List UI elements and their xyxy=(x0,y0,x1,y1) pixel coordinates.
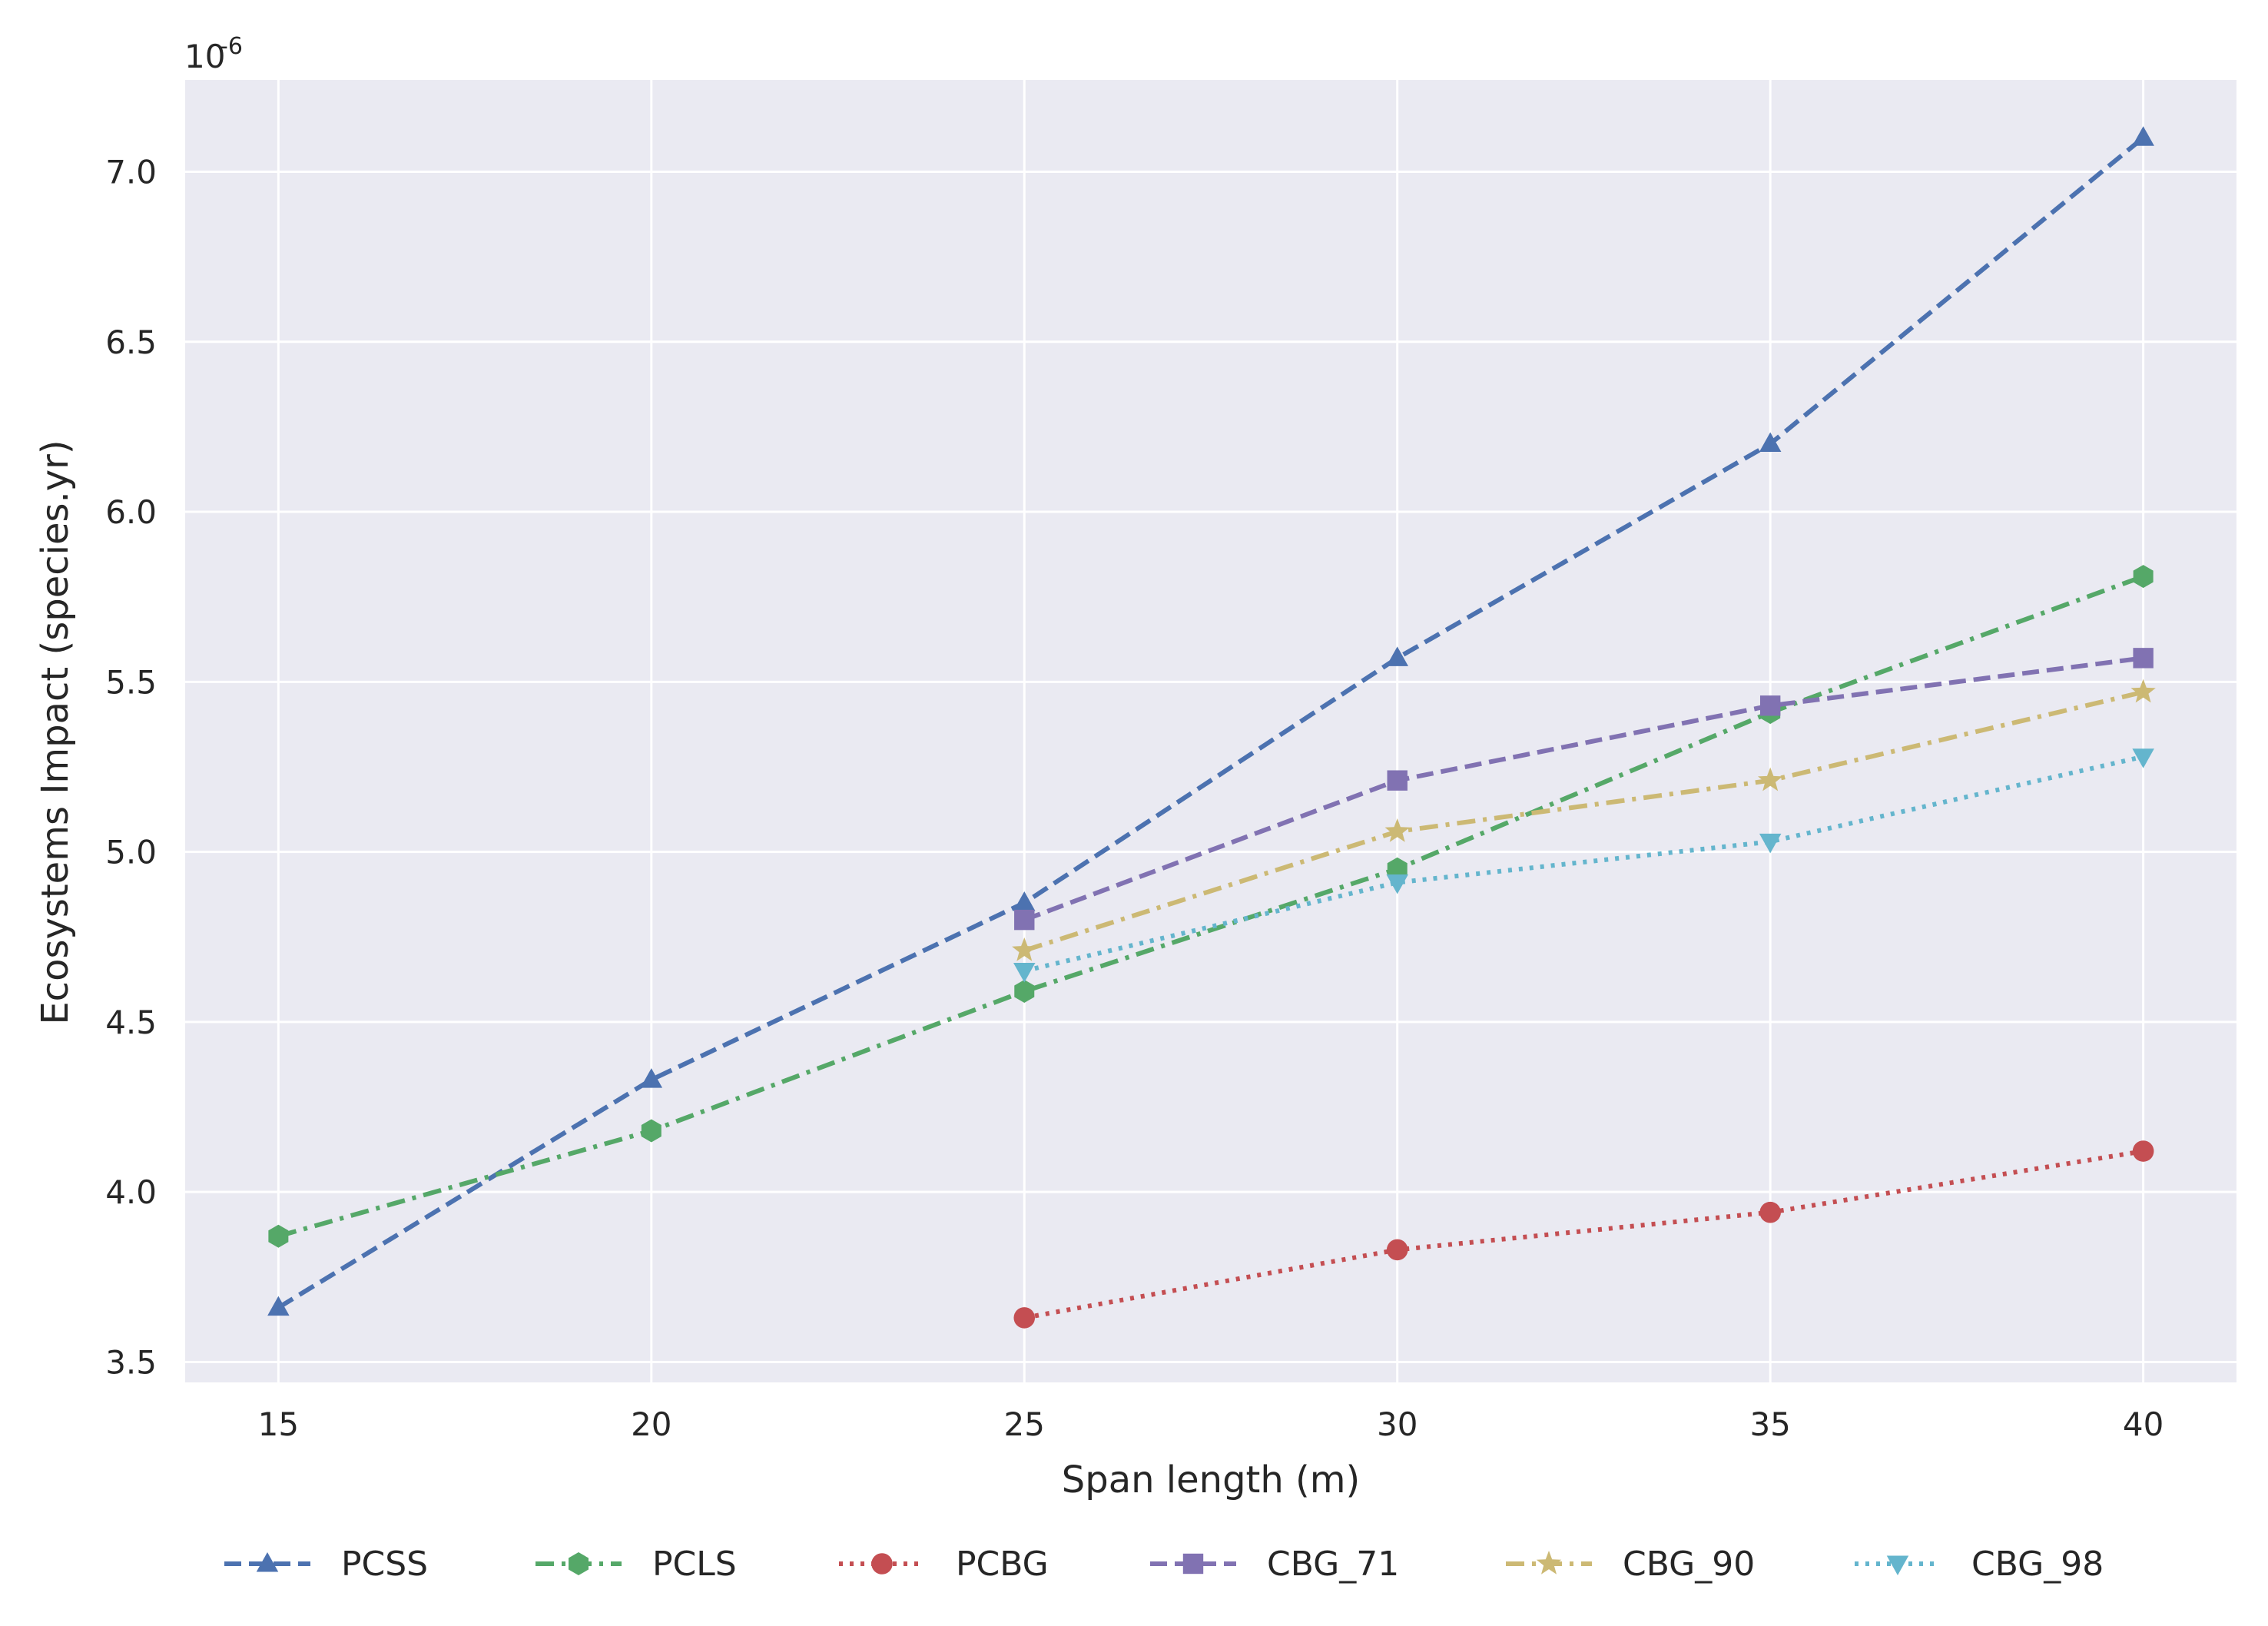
y-tick-label: 6.0 xyxy=(105,493,157,531)
x-tick-label: 35 xyxy=(1749,1405,1790,1443)
x-tick-label: 15 xyxy=(258,1405,299,1443)
data-point-pcls xyxy=(268,1224,289,1248)
data-point-cbg-71 xyxy=(1387,770,1408,791)
legend-item-cbg-71: CBG_71 xyxy=(1150,1545,1399,1584)
legend-item-pcls: PCLS xyxy=(536,1545,737,1584)
legend-item-cbg-90: CBG_90 xyxy=(1506,1545,1755,1584)
y-multiplier-base: 10 xyxy=(184,38,225,75)
data-point-cbg-98 xyxy=(2132,748,2154,768)
legend-label-pcls: PCLS xyxy=(652,1545,737,1584)
data-point-pcls xyxy=(1014,980,1035,1004)
series-line-pcss xyxy=(277,135,2145,1310)
legend: PCSS PCLS PCBG CBG_71 CBG_90 CBG_98 xyxy=(224,1545,2104,1584)
series-line-cbg-90 xyxy=(1023,689,2144,953)
data-point-cbg-98 xyxy=(1013,963,1036,983)
x-axis-label: Span length (m) xyxy=(1062,1458,1361,1502)
legend-item-pcbg: PCBG xyxy=(839,1545,1049,1584)
data-point-cbg-98 xyxy=(1386,874,1408,894)
legend-label-pcbg: PCBG xyxy=(956,1545,1049,1584)
data-point-cbg-90 xyxy=(2130,679,2156,703)
legend-label-cbg-90: CBG_90 xyxy=(1623,1545,1755,1584)
data-point-pcss xyxy=(1759,432,1782,453)
legend-marker-cbg-71 xyxy=(1182,1553,1204,1575)
legend-label-pcss: PCSS xyxy=(341,1545,428,1584)
series-pcbg xyxy=(1013,1140,2154,1329)
data-point-pcss xyxy=(640,1068,663,1088)
data-point-cbg-71 xyxy=(2133,648,2154,669)
y-multiplier-exponent: -6 xyxy=(220,33,243,60)
legend-marker-cbg-98 xyxy=(1886,1555,1909,1575)
legend-label-cbg-71: CBG_71 xyxy=(1267,1545,1399,1584)
x-tick-label: 20 xyxy=(631,1405,671,1443)
data-point-pcss xyxy=(2132,126,2154,146)
legend-marker-pcls xyxy=(569,1552,589,1575)
plot-background xyxy=(185,80,2236,1382)
data-series xyxy=(267,126,2156,1329)
tick-labels: 15 20 25 30 35 40 3.5 4.0 4.5 5.0 5.5 6.0 6.5 7.0 xyxy=(105,153,2164,1443)
legend-marker-cbg-90 xyxy=(1536,1551,1562,1575)
y-axis-label: Ecosystems Impact (species.yr) xyxy=(34,440,77,1024)
x-tick-label: 25 xyxy=(1004,1405,1045,1443)
y-tick-label: 3.5 xyxy=(105,1343,157,1381)
y-tick-label: 6.5 xyxy=(105,324,157,361)
legend-label-cbg-98: CBG_98 xyxy=(1971,1545,2104,1584)
data-point-pcss xyxy=(1013,891,1036,911)
data-point-pcss xyxy=(1386,646,1408,666)
data-point-cbg-90 xyxy=(1758,767,1783,791)
series-line-pcls xyxy=(277,574,2144,1239)
series-line-cbg-71 xyxy=(1023,655,2144,922)
legend-marker-pcbg xyxy=(871,1553,893,1575)
series-line-cbg-98 xyxy=(1023,754,2144,974)
y-tick-label: 7.0 xyxy=(105,153,157,191)
legend-item-pcss: PCSS xyxy=(224,1545,428,1584)
y-tick-label: 5.5 xyxy=(105,663,157,701)
data-point-cbg-90 xyxy=(1384,818,1410,842)
y-tick-label: 4.5 xyxy=(105,1004,157,1041)
x-tick-label: 40 xyxy=(2123,1405,2164,1443)
data-point-pcbg xyxy=(1386,1239,1408,1261)
series-pcss xyxy=(267,126,2154,1316)
y-tick-label: 4.0 xyxy=(105,1173,157,1211)
series-cbg-71 xyxy=(1014,648,2154,931)
data-point-pcbg xyxy=(2132,1140,2154,1162)
data-point-cbg-71 xyxy=(1759,695,1781,716)
data-point-cbg-71 xyxy=(1014,909,1035,931)
data-point-pcss xyxy=(267,1296,290,1316)
x-tick-label: 30 xyxy=(1377,1405,1418,1443)
legend-item-cbg-98: CBG_98 xyxy=(1855,1545,2104,1584)
y-tick-label: 5.0 xyxy=(105,834,157,871)
data-point-cbg-90 xyxy=(1012,937,1037,961)
data-point-pcls xyxy=(2133,565,2154,589)
legend-marker-pcss xyxy=(256,1552,279,1572)
data-point-cbg-98 xyxy=(1759,833,1782,854)
data-point-pcbg xyxy=(1013,1307,1036,1329)
series-cbg-90 xyxy=(1012,679,2156,961)
data-point-pcbg xyxy=(1759,1201,1781,1223)
series-cbg-98 xyxy=(1013,748,2154,983)
data-point-pcls xyxy=(641,1119,662,1143)
